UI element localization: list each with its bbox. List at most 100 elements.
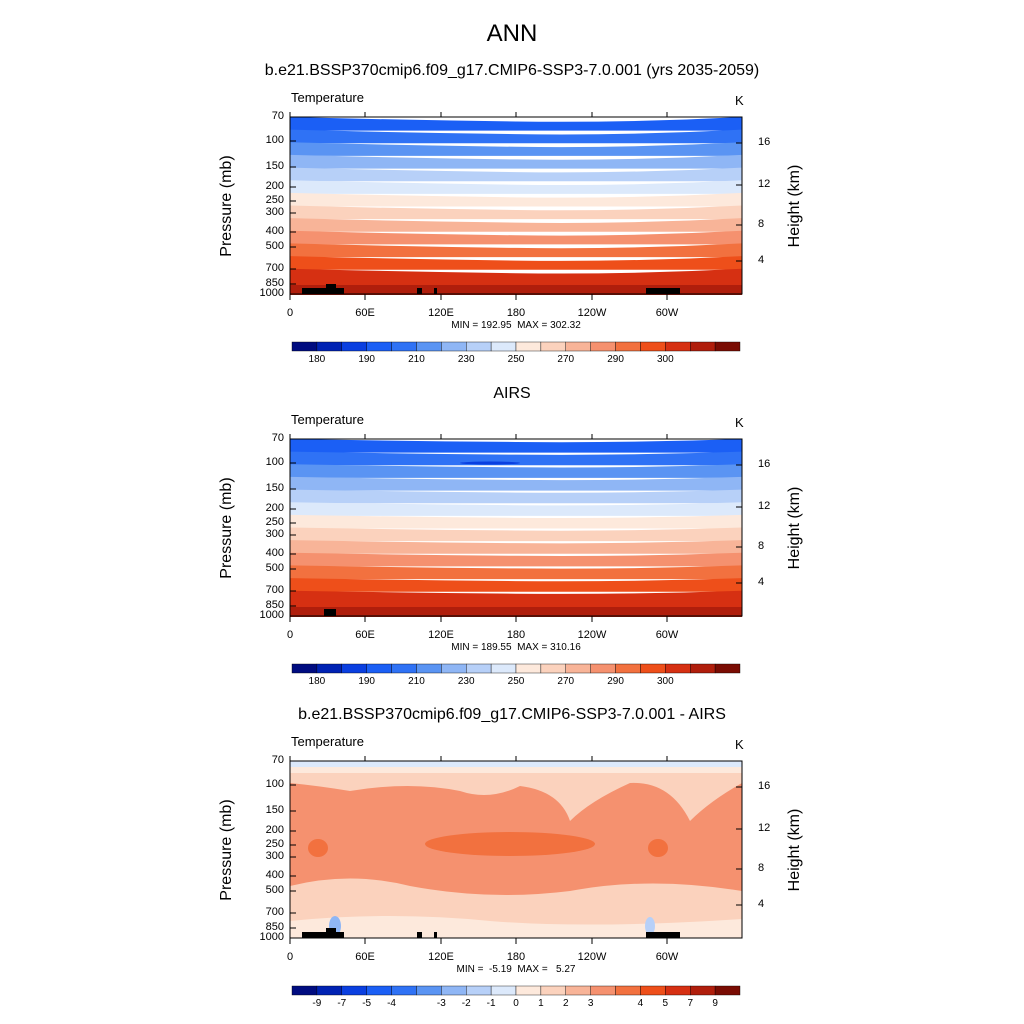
colorbar-swatch — [391, 663, 417, 674]
colorbar-swatch — [316, 341, 342, 352]
colorbar-swatch — [640, 341, 666, 352]
y-tick-label: 400 — [265, 225, 284, 237]
x-tick-label: 60W — [655, 629, 679, 641]
right-tick-label: 4 — [758, 898, 765, 910]
colorbar-label: -9 — [312, 998, 322, 1009]
x-tick-label: 60W — [655, 951, 679, 963]
colorbar-swatch — [466, 663, 492, 674]
colorbar-swatch — [416, 663, 442, 674]
colorbar-label: 270 — [557, 676, 575, 687]
colorbar-label: -1 — [486, 998, 496, 1009]
topography-mask — [326, 284, 336, 294]
y-axis-title: Pressure (mb) — [218, 477, 235, 579]
colorbar-label: 230 — [457, 354, 475, 365]
difference-band — [308, 839, 328, 857]
variable-label: Temperature — [291, 412, 364, 427]
x-tick-label: 0 — [286, 307, 294, 319]
colorbar-swatch — [416, 341, 442, 352]
temperature-band — [290, 180, 742, 194]
topography-mask — [302, 932, 344, 938]
x-tick-label: 180 — [506, 951, 526, 963]
temperature-band — [290, 464, 742, 478]
difference-band — [290, 773, 742, 821]
y-tick-label: 400 — [265, 547, 284, 559]
colorbar-label: -4 — [387, 998, 396, 1009]
colorbar-swatch — [690, 663, 716, 674]
y-axis-title: Pressure (mb) — [218, 799, 235, 901]
contour-plot — [289, 112, 743, 300]
right-tick-label: 12 — [758, 822, 771, 834]
temperature-band — [290, 565, 742, 580]
colorbar-label: 4 — [637, 998, 644, 1009]
topography-mask — [646, 288, 680, 294]
temperature-band — [290, 451, 742, 466]
colorbar-swatch — [540, 341, 566, 352]
colorbar-swatch — [416, 985, 442, 996]
colorbar-label: 290 — [607, 676, 624, 687]
units-label: K — [735, 415, 744, 430]
colorbar-label: 250 — [507, 676, 525, 687]
right-axis-title: Height (km) — [786, 164, 803, 248]
x-tick-label: 60E — [355, 629, 375, 641]
temperature-band — [290, 230, 742, 245]
y-tick-label: 200 — [265, 824, 284, 836]
y-tick-label: 70 — [271, 432, 284, 444]
colorbar-swatch — [540, 663, 566, 674]
panel-title: b.e21.BSSP370cmip6.f09_g17.CMIP6-SSP3-7.… — [264, 62, 760, 79]
colorbar-swatch — [490, 341, 517, 352]
y-tick-label: 150 — [265, 804, 284, 816]
colorbar-swatch — [690, 341, 716, 352]
colorbar-swatch — [690, 985, 716, 996]
variable-label: Temperature — [291, 90, 364, 105]
y-tick-label: 150 — [265, 482, 284, 494]
colorbar-label: 290 — [607, 354, 624, 365]
temperature-band — [290, 439, 742, 453]
y-tick-label: 700 — [265, 262, 284, 274]
colorbar-swatch — [366, 663, 392, 674]
min-max-stats: MIN = 189.55 MAX = 310.16 — [451, 642, 581, 653]
colorbar-label: -2 — [461, 998, 471, 1009]
y-tick-label: 300 — [265, 528, 284, 540]
right-axis-title: Height (km) — [786, 486, 803, 570]
colorbar-swatch — [615, 985, 641, 996]
topography-mask — [417, 288, 422, 294]
y-tick-label: 100 — [265, 778, 284, 790]
y-tick-label: 1000 — [259, 931, 284, 943]
right-tick-label: 16 — [758, 458, 771, 470]
temperature-band — [290, 502, 742, 516]
colorbar-swatch — [714, 341, 741, 352]
colorbar-label: 180 — [308, 354, 326, 365]
x-tick-label: 120E — [428, 951, 454, 963]
temperature-band — [290, 527, 742, 542]
colorbar-swatch — [590, 341, 616, 352]
colorbar-swatch — [466, 341, 492, 352]
right-tick-label: 8 — [758, 862, 765, 874]
colorbar-label: 230 — [457, 676, 475, 687]
topography-mask — [302, 288, 344, 294]
colorbar — [291, 663, 741, 674]
units-label: K — [735, 93, 744, 108]
x-tick-label: 120E — [428, 629, 454, 641]
x-tick-label: 120E — [428, 307, 454, 319]
colorbar-swatch — [665, 341, 691, 352]
colorbar-swatch — [615, 341, 641, 352]
colorbar-swatch — [565, 985, 591, 996]
temperature-band — [290, 142, 742, 156]
difference-band — [290, 767, 742, 773]
colorbar-label: -7 — [337, 998, 347, 1009]
colorbar-swatch — [490, 663, 517, 674]
topography-mask — [646, 932, 680, 938]
temperature-band — [290, 514, 742, 529]
colorbar-label: 3 — [587, 998, 594, 1009]
temperature-band — [290, 489, 742, 504]
topography-mask — [434, 932, 437, 938]
colorbar-swatch — [341, 341, 367, 352]
x-tick-label: 60E — [355, 307, 375, 319]
colorbar-label: 7 — [687, 998, 693, 1009]
right-tick-label: 8 — [758, 218, 765, 230]
temperature-band — [290, 218, 742, 232]
colorbar-swatch — [615, 663, 641, 674]
y-tick-label: 200 — [265, 180, 284, 192]
x-tick-label: 120W — [577, 629, 607, 641]
colorbar-swatch — [565, 341, 591, 352]
